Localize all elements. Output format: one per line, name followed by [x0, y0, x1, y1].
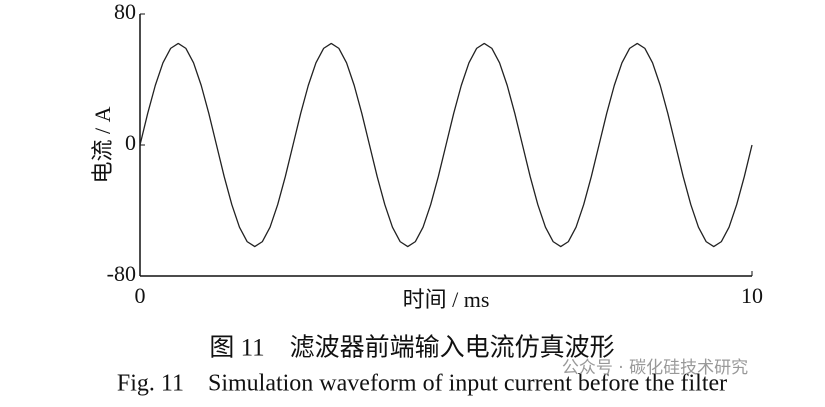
- y-axis-label: 电流 / A: [90, 106, 115, 183]
- y-tick-label: 0: [125, 130, 136, 155]
- watermark: 公众号 · 碳化硅技术研究: [562, 358, 748, 378]
- caption-en: Fig. 11 Simulation waveform of input cur…: [117, 371, 727, 397]
- y-tick-label: -80: [107, 261, 136, 286]
- x-axis-label: 时间 / ms: [403, 287, 490, 312]
- line-series: [139, 42, 753, 248]
- caption-cn: 图 11 滤波器前端输入电流仿真波形: [209, 334, 614, 362]
- y-tick-label: 80: [114, 0, 136, 24]
- x-tick-label: 10: [741, 283, 763, 308]
- x-tick-label: 0: [135, 283, 146, 308]
